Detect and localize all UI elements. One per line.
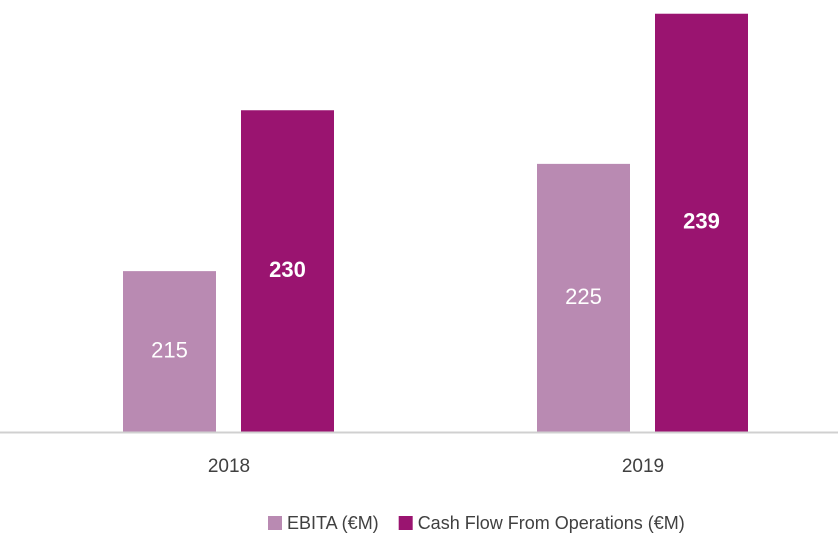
data-label: 215: [151, 337, 188, 362]
legend-swatch: [268, 516, 282, 530]
legend-label: EBITA (€M): [287, 513, 379, 533]
legend-swatch: [398, 516, 413, 530]
bar: [241, 110, 334, 432]
x-tick-label: 2018: [208, 456, 250, 477]
x-tick-label: 2019: [622, 456, 664, 477]
bar: [537, 163, 630, 432]
legend-label: Cash Flow From Operations (€M): [418, 513, 685, 533]
data-label: 230: [269, 257, 306, 282]
data-label: 225: [565, 284, 602, 309]
bar: [123, 271, 216, 432]
bar: [655, 13, 748, 432]
data-label: 239: [683, 209, 720, 234]
